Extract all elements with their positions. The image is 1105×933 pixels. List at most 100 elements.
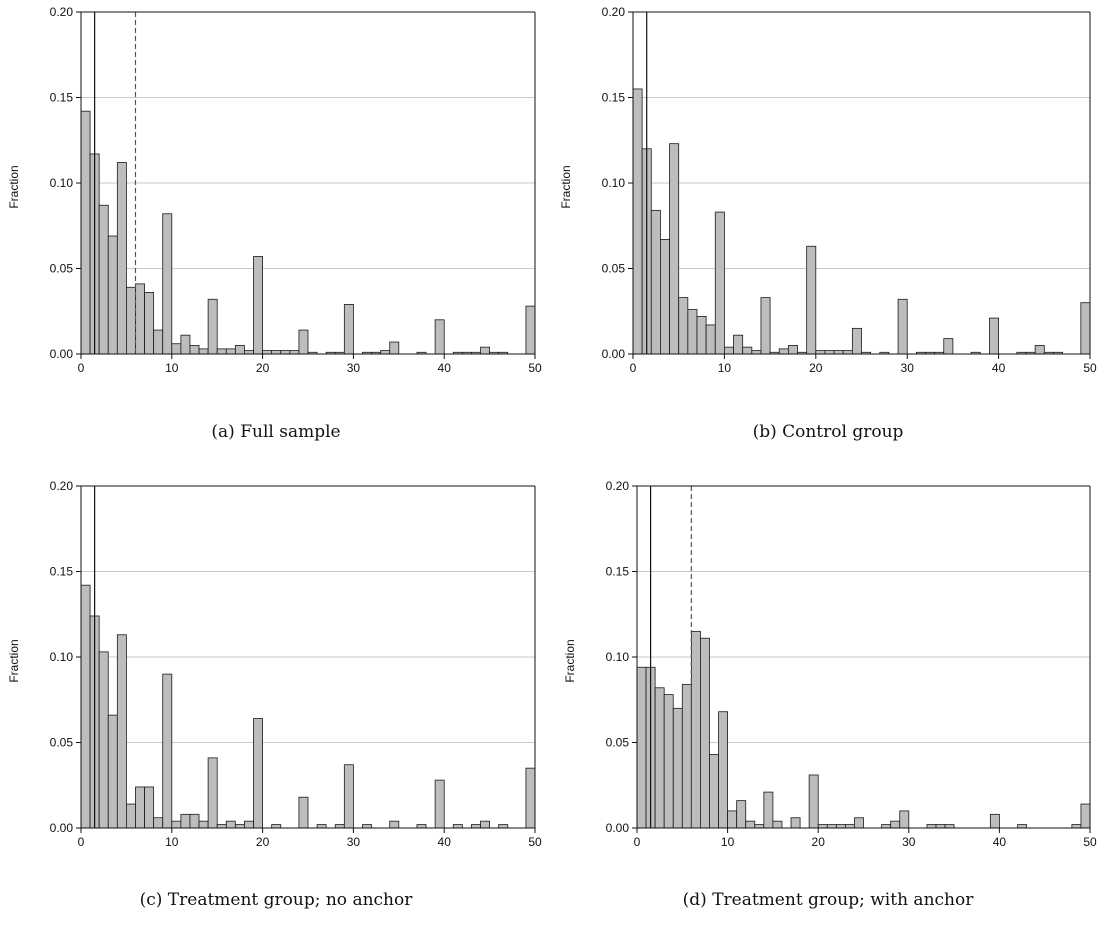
histogram-bar [280, 350, 291, 355]
y-tick-label: 0.20 [602, 5, 626, 19]
histogram-bar [660, 239, 670, 355]
x-tick-label: 30 [901, 361, 915, 375]
histogram-bar [271, 350, 282, 355]
y-tick-label: 0.20 [50, 5, 74, 19]
histogram-bar [525, 305, 536, 355]
histogram-bar [116, 162, 127, 355]
histogram-bar [787, 345, 798, 355]
histogram-bar [672, 707, 683, 829]
histogram-bar [678, 297, 689, 355]
x-tick-label: 10 [721, 835, 735, 849]
histogram-bar [189, 813, 200, 829]
x-tick-label: 40 [438, 835, 452, 849]
histogram-bar [80, 584, 91, 829]
histogram-bar [180, 334, 191, 355]
panel-treatment-no-anchor: 0.00 0.05 0.10 0.15 0.20 0 10 20 30 40 50 Fraction … [0, 474, 552, 933]
histogram-bar [808, 774, 819, 829]
histogram-bar [881, 824, 892, 829]
histogram-bar [262, 350, 273, 355]
histogram-bar [434, 779, 445, 829]
histogram-bar [471, 824, 481, 829]
histogram-bar [700, 637, 710, 829]
histogram-bar [343, 764, 354, 829]
histogram-bar [842, 350, 853, 355]
histogram-treatment-no-anchor: 0.00 0.05 0.10 0.15 0.20 0 10 20 30 40 50 Fraction [7, 479, 542, 849]
y-tick-label: 0.10 [606, 650, 630, 664]
histogram-bar [225, 348, 236, 355]
histogram-bar [135, 283, 145, 355]
caption-full-sample: (a) Full sample [211, 422, 341, 442]
histogram-bar [681, 683, 692, 829]
histogram-bar [234, 345, 245, 355]
histogram-bar [654, 687, 665, 829]
y-tick-label: 0.15 [50, 91, 74, 105]
x-tick-label: 40 [992, 361, 1006, 375]
histogram-bar [253, 718, 264, 829]
histogram-bar [696, 315, 707, 355]
histogram-bar [851, 327, 862, 355]
histogram-bar [669, 143, 680, 355]
histogram-bar [763, 791, 774, 829]
caption-treatment-with-anchor: (d) Treatment group; with anchor [682, 890, 974, 910]
histogram-bar [636, 666, 647, 829]
y-tick-label: 0.10 [50, 176, 74, 190]
histogram-bar [790, 817, 801, 829]
histogram-full-sample: 0.00 0.05 0.10 0.15 0.20 0 10 20 30 40 50 Fraction [7, 5, 542, 375]
histogram-bar [198, 820, 209, 829]
histogram-bar [144, 786, 155, 829]
histogram-bar [98, 204, 109, 355]
histogram-control-group: 0.00 0.05 0.10 0.15 0.20 0 10 20 30 40 50 Fraction [559, 5, 1097, 375]
caption-control-group: (b) Control group [752, 422, 904, 442]
y-tick-label: 0.20 [606, 479, 630, 493]
histogram-bar [815, 350, 826, 355]
histogram-bar [434, 319, 445, 355]
x-tick-label: 0 [634, 835, 641, 849]
histogram-bar [244, 350, 254, 355]
histogram-bar [107, 235, 118, 355]
panel-full-sample: 0.00 0.05 0.10 0.15 0.20 0 10 20 30 40 50 Fraction … [0, 0, 552, 459]
histogram-bar [745, 820, 756, 829]
y-axis-label: Fraction [563, 639, 577, 682]
panel-control-group: 0.00 0.05 0.10 0.15 0.20 0 10 20 30 40 50 Fraction … [552, 0, 1104, 459]
histogram-bar [663, 694, 674, 829]
histogram-bar [736, 800, 747, 829]
histogram-bar [162, 213, 173, 355]
x-tick-label: 10 [718, 361, 732, 375]
histogram-bar [835, 824, 846, 829]
histogram-bar [343, 304, 354, 355]
y-tick-label: 0.15 [50, 565, 74, 579]
x-tick-label: 10 [165, 361, 179, 375]
histogram-bar [289, 350, 300, 355]
y-tick-label: 0.10 [602, 176, 626, 190]
histogram-bar [714, 211, 725, 355]
histogram-bar [1071, 824, 1082, 829]
x-tick-label: 50 [528, 835, 542, 849]
histogram-bar [989, 813, 1000, 829]
histogram-bar [650, 209, 661, 355]
panel-treatment-with-anchor: 0.00 0.05 0.10 0.15 0.20 0 10 20 30 40 50 Fraction … [552, 474, 1104, 933]
histogram-bar [162, 673, 173, 829]
histogram-bar [207, 298, 218, 355]
histogram-bar [826, 824, 837, 829]
y-axis-label: Fraction [7, 165, 21, 208]
histogram-bar [705, 324, 716, 355]
histogram-bar [198, 348, 209, 355]
histogram-bar [389, 341, 400, 355]
histogram-bar [189, 345, 200, 355]
histogram-bar [452, 824, 463, 829]
histogram-bar [126, 803, 136, 829]
x-tick-label: 40 [438, 361, 452, 375]
histogram-bar [778, 348, 789, 355]
histogram-bar [389, 820, 400, 829]
y-tick-label: 0.00 [606, 821, 630, 835]
histogram-bar [171, 820, 182, 829]
histogram-bar [334, 824, 345, 829]
histogram-bar [772, 820, 783, 829]
histogram-treatment-with-anchor: 0.00 0.05 0.10 0.15 0.20 0 10 20 30 40 50 Fraction [563, 479, 1097, 849]
histogram-bar [742, 346, 753, 355]
y-tick-label: 0.05 [50, 736, 74, 750]
histogram-bar [806, 245, 817, 355]
histogram-bar [899, 810, 910, 829]
histogram-bar [234, 824, 245, 829]
